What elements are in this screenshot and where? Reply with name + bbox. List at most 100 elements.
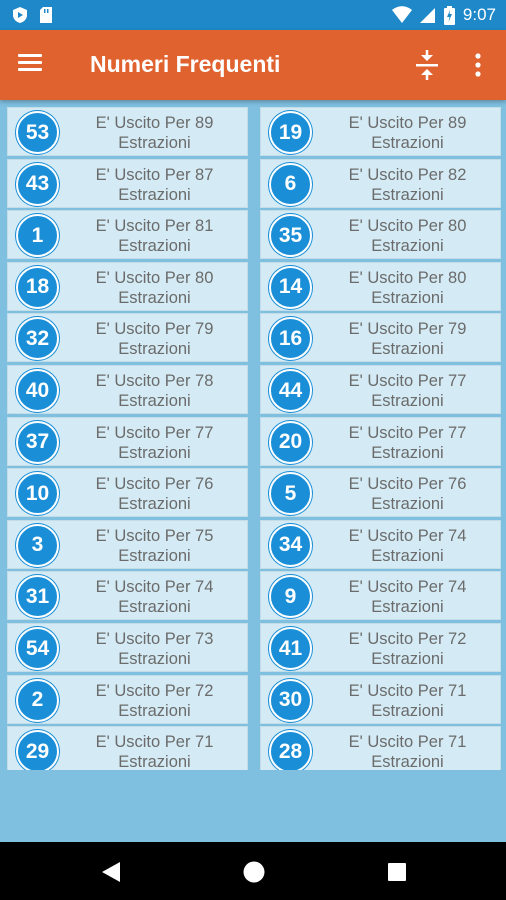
number-ball: 19 [269,111,312,154]
frequency-line: E' Uscito Per 74 [95,578,214,597]
number-card[interactable]: 9 E' Uscito Per 74 Estrazioni [260,571,501,621]
home-icon[interactable] [242,860,266,884]
frequency-text: E' Uscito Per 71 Estrazioni [319,681,496,721]
number-ball: 32 [16,317,59,361]
number-card[interactable]: 35 E' Uscito Per 80 Estrazioni [260,210,501,260]
estrazioni-label: Estrazioni [371,237,444,256]
frequency-line: E' Uscito Per 80 [348,268,467,287]
number-card[interactable]: 34 E' Uscito Per 74 Estrazioni [260,519,501,569]
number-card[interactable]: 31 E' Uscito Per 74 Estrazioni [7,571,248,621]
number-card[interactable]: 28 E' Uscito Per 71 Estrazioni [260,726,501,770]
number-card[interactable]: 30 E' Uscito Per 71 Estrazioni [260,674,501,724]
estrazioni-label: Estrazioni [118,495,191,514]
number-ball: 44 [269,369,312,412]
estrazioni-label: Estrazioni [118,650,191,668]
frequency-text: E' Uscito Per 75 Estrazioni [66,526,243,566]
frequency-text: E' Uscito Per 74 Estrazioni [66,577,243,617]
estrazioni-label: Estrazioni [118,237,191,256]
estrazioni-label: Estrazioni [371,598,444,617]
estrazioni-label: Estrazioni [371,288,444,307]
frequency-line: E' Uscito Per 71 [348,681,467,700]
number-card[interactable]: 37 E' Uscito Per 77 Estrazioni [7,416,248,466]
number-card[interactable]: 44 E' Uscito Per 77 Estrazioni [260,365,501,414]
signal-icon [419,8,435,23]
number-ball: 30 [269,678,312,722]
number-ball: 40 [16,369,59,412]
number-ball: 29 [16,730,59,770]
estrazioni-label: Estrazioni [118,443,191,462]
frequency-line: E' Uscito Per 89 [348,114,467,132]
numbers-grid: 53 E' Uscito Per 89 Estrazioni 19 E' Uscito … [7,107,501,770]
estrazioni-label: Estrazioni [371,443,444,462]
number-card[interactable]: 3 E' Uscito Per 75 Estrazioni [7,519,248,569]
frequency-line: E' Uscito Per 72 [348,630,467,648]
number-ball: 3 [16,523,59,567]
number-ball: 2 [16,678,59,722]
frequency-line: E' Uscito Per 73 [95,630,214,648]
battery-charging-icon [443,5,455,25]
number-card[interactable]: 10 E' Uscito Per 76 Estrazioni [7,468,248,518]
estrazioni-label: Estrazioni [371,134,444,152]
number-card[interactable]: 54 E' Uscito Per 73 Estrazioni [7,623,248,672]
estrazioni-label: Estrazioni [118,340,191,359]
estrazioni-label: Estrazioni [371,650,444,668]
number-card[interactable]: 40 E' Uscito Per 78 Estrazioni [7,365,248,414]
frequency-text: E' Uscito Per 72 Estrazioni [319,629,496,669]
nav-bar [0,842,506,900]
estrazioni-label: Estrazioni [371,340,444,359]
number-card[interactable]: 19 E' Uscito Per 89 Estrazioni [260,107,501,156]
number-ball: 6 [269,162,312,206]
number-ball: 54 [16,627,59,670]
number-ball: 31 [16,575,59,619]
recents-icon[interactable] [386,860,408,884]
frequency-text: E' Uscito Per 80 Estrazioni [319,216,496,256]
number-ball: 35 [269,214,312,258]
number-ball: 20 [269,420,312,464]
estrazioni-label: Estrazioni [371,392,444,410]
number-card[interactable]: 16 E' Uscito Per 79 Estrazioni [260,313,501,363]
number-card[interactable]: 18 E' Uscito Per 80 Estrazioni [7,261,248,311]
frequency-text: E' Uscito Per 81 Estrazioni [66,216,243,256]
app-bar: Numeri Frequenti [0,30,506,100]
number-card[interactable]: 41 E' Uscito Per 72 Estrazioni [260,623,501,672]
number-card[interactable]: 43 E' Uscito Per 87 Estrazioni [7,158,248,208]
number-ball: 53 [16,111,59,154]
number-ball: 37 [16,420,59,464]
number-card[interactable]: 1 E' Uscito Per 81 Estrazioni [7,210,248,260]
app-title: Numeri Frequenti [90,51,281,77]
frequency-text: E' Uscito Per 72 Estrazioni [66,681,243,721]
back-icon[interactable] [100,860,122,884]
frequency-line: E' Uscito Per 82 [348,165,467,184]
number-ball: 28 [269,730,312,770]
estrazioni-label: Estrazioni [118,392,191,410]
compress-vertical-icon[interactable] [412,48,442,82]
number-ball: 43 [16,162,59,206]
number-card[interactable]: 53 E' Uscito Per 89 Estrazioni [7,107,248,156]
number-card[interactable]: 20 E' Uscito Per 77 Estrazioni [260,416,501,466]
frequency-line: E' Uscito Per 74 [348,526,467,545]
number-card[interactable]: 5 E' Uscito Per 76 Estrazioni [260,468,501,518]
estrazioni-label: Estrazioni [118,185,191,204]
menu-icon[interactable] [18,50,52,80]
frequency-line: E' Uscito Per 80 [348,217,467,236]
frequency-text: E' Uscito Per 77 Estrazioni [319,423,496,463]
frequency-text: E' Uscito Per 80 Estrazioni [66,268,243,308]
number-ball: 1 [16,214,59,258]
estrazioni-label: Estrazioni [118,753,191,770]
frequency-line: E' Uscito Per 77 [348,423,467,442]
number-card[interactable]: 32 E' Uscito Per 79 Estrazioni [7,313,248,363]
frequency-line: E' Uscito Per 79 [348,320,467,339]
number-card[interactable]: 2 E' Uscito Per 72 Estrazioni [7,674,248,724]
number-ball: 5 [269,472,312,516]
frequency-text: E' Uscito Per 76 Estrazioni [319,474,496,514]
number-card[interactable]: 14 E' Uscito Per 80 Estrazioni [260,261,501,311]
number-card[interactable]: 6 E' Uscito Per 82 Estrazioni [260,158,501,208]
number-ball: 14 [269,265,312,309]
frequency-text: E' Uscito Per 74 Estrazioni [319,526,496,566]
number-card[interactable]: 29 E' Uscito Per 71 Estrazioni [7,726,248,770]
estrazioni-label: Estrazioni [371,701,444,720]
shield-play-icon [13,7,27,23]
sd-card-icon [40,7,52,23]
number-ball: 10 [16,472,59,516]
more-vert-icon[interactable] [466,48,490,82]
